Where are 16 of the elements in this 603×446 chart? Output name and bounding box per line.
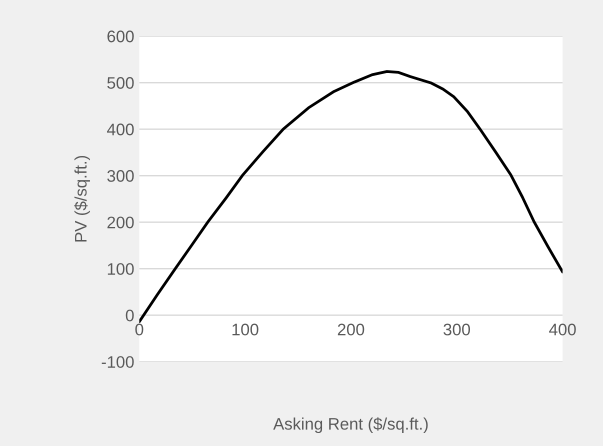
x-axis-title: Asking Rent ($/sq.ft.) xyxy=(273,417,428,434)
x-tick-label: 100 xyxy=(232,324,258,336)
y-tick-label: 400 xyxy=(107,124,134,136)
x-tick-label: 0 xyxy=(135,324,144,336)
x-tick-label: 200 xyxy=(338,324,364,336)
x-tick-label: 400 xyxy=(549,324,576,336)
y-axis-title: PV ($/sq.ft.) xyxy=(74,156,90,242)
y-tick-label: -100 xyxy=(102,356,134,368)
y-tick-label: 200 xyxy=(107,216,134,228)
y-tick-label: 500 xyxy=(107,77,134,89)
y-tick-label: 100 xyxy=(108,263,134,275)
y-tick-label: 600 xyxy=(107,30,134,42)
x-tick-label: 300 xyxy=(444,324,470,336)
line-series xyxy=(139,70,563,324)
y-tick-label: 300 xyxy=(107,170,134,182)
y-tick-label: 0 xyxy=(126,310,134,322)
